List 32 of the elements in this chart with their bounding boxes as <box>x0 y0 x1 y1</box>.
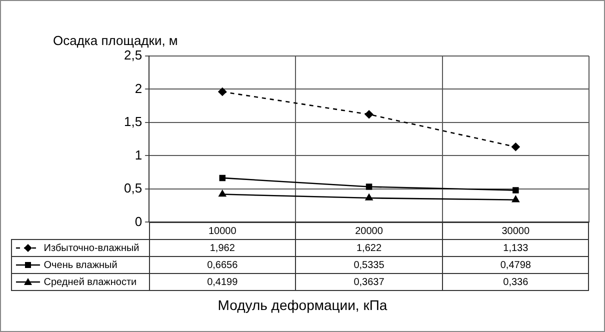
point <box>218 190 226 197</box>
x-axis-title: Модуль деформации, кПа <box>216 297 388 313</box>
y-tick-label: 2 <box>134 80 142 96</box>
data-label: 0,3637 <box>296 274 442 291</box>
y-tick-label: 1 <box>134 147 142 162</box>
y-axis-title: Осадка площадки, м <box>53 33 178 48</box>
data-label: 0,5335 <box>296 256 442 274</box>
x-tick-label: 30000 <box>442 222 589 240</box>
point <box>512 142 520 152</box>
point <box>364 110 374 119</box>
point <box>365 194 373 200</box>
data-label: 1,622 <box>296 240 442 257</box>
data-label: 1,133 <box>442 240 589 257</box>
data-label: 1,962 <box>149 240 296 257</box>
y-tick-label: 1,5 <box>124 114 142 130</box>
point <box>219 174 226 182</box>
y-tick-label: 0,5 <box>124 180 142 196</box>
y-tick-label: 2,5 <box>124 48 142 63</box>
data-label: 0,4798 <box>442 256 589 274</box>
point <box>218 88 227 96</box>
legend-label: Средней влажности <box>42 276 137 288</box>
data-label: 0,4199 <box>149 274 296 291</box>
point <box>512 196 520 202</box>
y-tick-label: 0 <box>134 214 142 229</box>
x-tick-label: 10000 <box>149 222 296 240</box>
data-label: 0,336 <box>442 274 589 291</box>
legend-label: Избыточно-влажный <box>42 242 140 254</box>
legend-label: Очень влажный <box>42 260 118 271</box>
point <box>366 184 372 190</box>
point <box>512 187 519 194</box>
data-label: 0,6656 <box>149 256 296 274</box>
x-tick-label: 20000 <box>296 222 442 240</box>
